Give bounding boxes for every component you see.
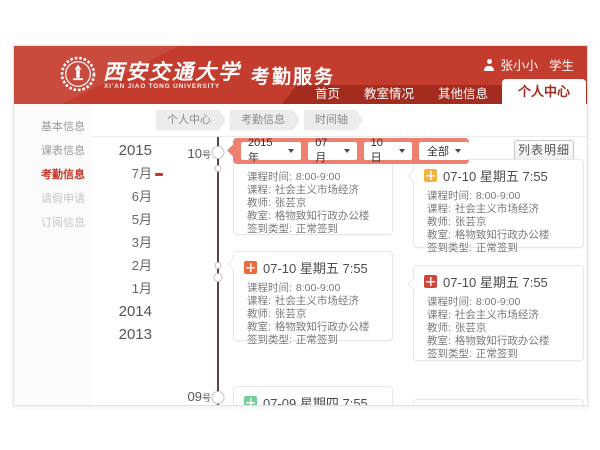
user-name: 张小小 xyxy=(500,59,538,73)
card-pointer xyxy=(407,170,419,182)
card-header: 07-10 星期五 7:55 xyxy=(424,166,583,185)
timeline-node xyxy=(211,391,225,404)
list-detail-button[interactable]: 列表明细 xyxy=(514,140,574,161)
timeline-view: 2015 7月 6月 5月 3月 2月 1月 2014 2013 10号 09号 xyxy=(92,137,587,405)
person-icon xyxy=(483,58,495,71)
axis-month-jun[interactable]: 6月 xyxy=(131,189,152,204)
year-dropdown[interactable]: 2015年 xyxy=(241,137,302,164)
chevron-down-icon xyxy=(399,149,405,153)
breadcrumb: 个人中心 考勤信息 时间轴 xyxy=(92,104,587,137)
card-header: 07-10 星期五 7:55 xyxy=(244,258,392,277)
chevron-down-icon xyxy=(343,149,350,153)
main-nav: 首页 教室情况 其他信息 个人中心 xyxy=(303,79,586,104)
axis-year-2015[interactable]: 2015 xyxy=(118,142,152,159)
axis-month-feb[interactable]: 2月 xyxy=(131,258,152,273)
card-pointer xyxy=(407,278,419,290)
current-month-marker xyxy=(155,173,163,176)
sidebar-item-subscription-info[interactable]: 订阅信息 xyxy=(41,217,85,229)
chevron-down-icon xyxy=(455,149,461,153)
app-title: 考勤服务 xyxy=(251,67,336,88)
calendar-grid-icon xyxy=(424,169,437,182)
axis-year-2013[interactable]: 2013 xyxy=(118,326,152,343)
app-header: 西安交通大学 XI'AN JIAO TONG UNIVERSITY 考勤服务 张… xyxy=(14,46,587,104)
nav-item-classrooms[interactable]: 教室情况 xyxy=(363,87,414,101)
day-marker-09: 09号 xyxy=(187,389,211,404)
attendance-card: 07-10 星期五 7:55 课程时间: 8:00-9:00 课程: 社会主义市场经… xyxy=(407,159,584,254)
month-dropdown[interactable]: 07月 xyxy=(308,137,357,164)
attendance-card: 07-10 星期五 7:55 课程时间: 8:00-9:00 课程: 社会主义市场经… xyxy=(407,265,584,361)
breadcrumb-personal-center[interactable]: 个人中心 xyxy=(156,110,226,131)
card-pointer xyxy=(227,258,239,270)
day-dropdown[interactable]: 10日 xyxy=(363,137,412,164)
type-dropdown[interactable]: 全部 xyxy=(419,142,469,160)
timeline-node xyxy=(211,146,225,159)
sidebar-item-schedule-info[interactable]: 课表信息 xyxy=(41,145,85,157)
nav-tab-personal-center[interactable]: 个人中心 xyxy=(501,79,586,104)
university-name-en: XI'AN JIAO TONG UNIVERSITY xyxy=(104,83,221,90)
user-account[interactable]: 张小小 学生 xyxy=(483,55,574,74)
card-header: 07-10 星期五 7:55 xyxy=(424,272,583,291)
timeline-node xyxy=(214,165,222,172)
timeline-line xyxy=(217,137,219,405)
calendar-grid-icon xyxy=(244,261,257,274)
timeline-axis: 2015 7月 6月 5月 3月 2月 1月 2014 2013 xyxy=(92,139,152,346)
timeline-node xyxy=(214,262,222,269)
card-date: 07-10 星期五 7:55 xyxy=(263,261,368,276)
axis-year-2014[interactable]: 2014 xyxy=(118,303,152,320)
timeline-node xyxy=(213,273,223,282)
day-marker-10: 10号 xyxy=(187,146,211,161)
card-header: 07-09 星期四 7:55 xyxy=(244,393,392,406)
nav-item-other-info[interactable]: 其他信息 xyxy=(437,87,488,101)
sidebar-item-basic-info[interactable]: 基本信息 xyxy=(41,121,85,133)
sidebar: 基本信息 课表信息 考勤信息 请假申请 订阅信息 xyxy=(14,104,92,405)
axis-month-jul[interactable]: 7月 xyxy=(131,166,152,181)
nav-item-home[interactable]: 首页 xyxy=(314,87,340,101)
breadcrumb-attendance-info[interactable]: 考勤信息 xyxy=(230,110,300,131)
calendar-grid-icon xyxy=(424,275,437,288)
sidebar-item-attendance-info[interactable]: 考勤信息 xyxy=(41,169,85,181)
date-filter-bar: 2015年 07月 10日 全部 xyxy=(233,137,469,164)
user-role: 学生 xyxy=(548,59,574,73)
attendance-card xyxy=(413,399,584,405)
app-window: 西安交通大学 XI'AN JIAO TONG UNIVERSITY 考勤服务 张… xyxy=(13,45,588,406)
axis-month-jan[interactable]: 1月 xyxy=(131,281,152,296)
card-date: 07-10 星期五 7:55 xyxy=(443,169,548,184)
axis-month-mar[interactable]: 3月 xyxy=(131,235,152,250)
university-logo-icon xyxy=(60,56,96,92)
breadcrumb-timeline[interactable]: 时间轴 xyxy=(304,110,363,131)
university-name-cn: 西安交通大学 xyxy=(103,59,241,84)
calendar-grid-icon xyxy=(244,396,257,405)
attendance-card: 07-10 星期五 7:55 课程时间: 8:00-9:00 课程: 社会主义市场经… xyxy=(227,251,393,346)
card-date: 07-10 星期五 7:55 xyxy=(443,275,548,290)
card-date: 07-09 星期四 7:55 xyxy=(263,396,368,406)
attendance-card: 课程时间: 8:00-9:00 课程: 社会主义市场经济 教师: 张芸京 教室: 格物致… xyxy=(233,151,393,235)
sidebar-item-leave-request[interactable]: 请假申请 xyxy=(41,193,85,205)
attendance-card: 07-09 星期四 7:55 xyxy=(233,386,393,406)
chevron-down-icon xyxy=(288,149,295,153)
axis-month-may[interactable]: 5月 xyxy=(131,212,152,227)
